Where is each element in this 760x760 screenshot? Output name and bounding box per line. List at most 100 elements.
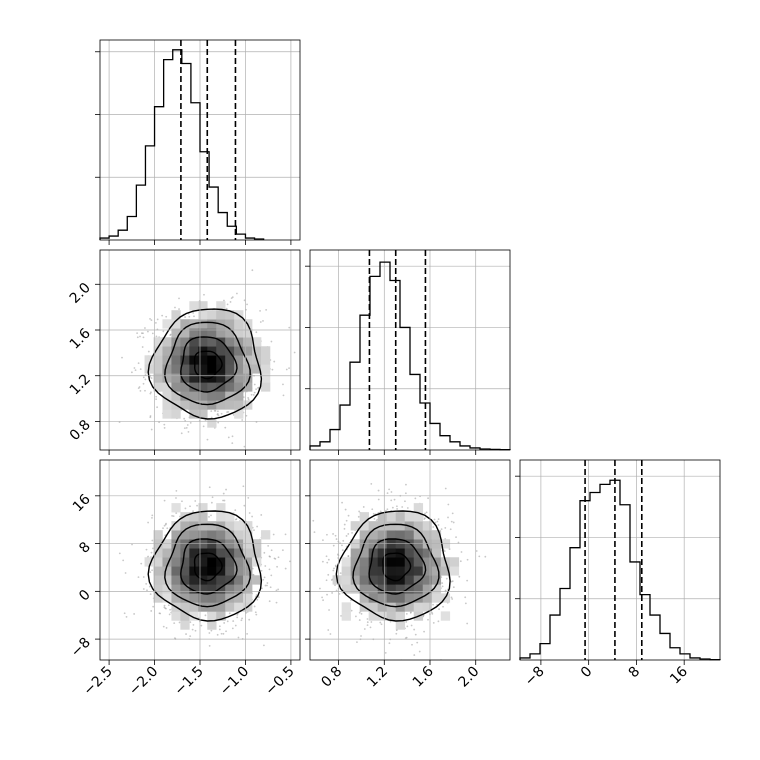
sample-point xyxy=(136,332,139,334)
sample-point xyxy=(220,412,223,415)
density-cell xyxy=(243,346,253,356)
sample-point xyxy=(165,315,168,318)
density-cell xyxy=(413,602,424,612)
sample-point xyxy=(357,515,360,518)
density-cell xyxy=(207,391,217,401)
sample-point xyxy=(263,576,266,579)
density-cell xyxy=(171,557,181,567)
density-cell xyxy=(386,530,397,540)
sample-point xyxy=(272,533,275,536)
density-cell xyxy=(386,521,397,531)
sample-point xyxy=(194,500,197,502)
sample-point xyxy=(464,596,467,599)
density-cell xyxy=(395,530,406,540)
sample-point xyxy=(452,586,455,589)
sample-point xyxy=(164,607,167,610)
sample-point xyxy=(327,558,330,561)
sample-point xyxy=(251,515,253,518)
density-cell xyxy=(243,364,253,374)
density-cell xyxy=(171,409,181,419)
pair-panel-p0-p1: 0.8 1.2 1.6 2.0 xyxy=(67,249,301,480)
sample-point xyxy=(150,377,153,379)
density-cell xyxy=(225,310,235,320)
density-cell xyxy=(180,346,190,356)
density-cell xyxy=(341,611,351,621)
density-cell xyxy=(368,593,378,603)
density-cell xyxy=(225,382,235,392)
density-cell xyxy=(189,602,199,612)
density-cell xyxy=(153,530,163,540)
density-cell xyxy=(189,337,199,347)
sample-point xyxy=(189,621,192,624)
sample-point xyxy=(243,504,246,507)
sample-point xyxy=(334,565,337,568)
sample-point xyxy=(312,519,315,522)
sample-point xyxy=(247,397,250,399)
density-cell xyxy=(180,400,190,410)
sample-point xyxy=(395,505,398,508)
sample-point xyxy=(213,409,216,412)
sample-point xyxy=(288,326,291,329)
sample-point xyxy=(285,368,288,371)
sample-point xyxy=(137,576,140,579)
density-cell xyxy=(243,557,253,567)
sample-point xyxy=(173,622,176,625)
sample-point xyxy=(410,624,413,627)
sample-point xyxy=(273,557,276,560)
density-cell xyxy=(234,355,244,365)
marginal-p0-frame xyxy=(99,39,301,241)
sample-point xyxy=(174,306,176,309)
sample-point xyxy=(231,435,234,438)
sample-point xyxy=(144,327,146,329)
sample-point xyxy=(268,600,271,603)
density-cell xyxy=(359,566,369,576)
density-cell xyxy=(234,548,244,558)
sample-point xyxy=(347,533,350,535)
density-cell xyxy=(359,557,369,567)
density-cell xyxy=(198,328,208,338)
sample-point xyxy=(358,619,361,621)
density-cell xyxy=(225,319,235,329)
density-cell xyxy=(207,400,217,410)
sample-point xyxy=(133,367,136,369)
density-cell xyxy=(377,548,388,558)
density-cell xyxy=(180,557,190,567)
sample-point xyxy=(347,514,350,517)
density-cell xyxy=(207,548,217,558)
density-cell xyxy=(153,575,163,585)
sample-point xyxy=(240,619,243,622)
density-cell xyxy=(180,337,190,347)
sample-point xyxy=(178,621,181,624)
density-cell xyxy=(422,521,433,531)
density-cell xyxy=(395,566,406,576)
sample-point xyxy=(405,636,408,639)
sample-point xyxy=(342,539,345,542)
density-cell xyxy=(234,319,244,329)
density-cell xyxy=(180,593,190,603)
sample-point xyxy=(164,523,167,526)
sample-point xyxy=(164,478,166,480)
pair-panel-p1-p2: 0.8 1.2 1.6 2.0 xyxy=(305,459,511,691)
sample-point xyxy=(154,321,157,324)
density-cell xyxy=(171,391,181,401)
density-cell xyxy=(153,364,163,374)
density-cell xyxy=(189,512,199,522)
sample-point xyxy=(414,633,417,636)
density-cell xyxy=(234,409,244,419)
density-cell xyxy=(234,400,244,410)
contour-0.5sigma xyxy=(193,552,223,582)
sample-point xyxy=(231,296,234,299)
density-cell xyxy=(216,400,226,410)
density-cell xyxy=(234,530,244,540)
density-cell xyxy=(395,548,406,558)
pair-p0-p2-ytick-label: 0 xyxy=(76,587,94,605)
sample-point xyxy=(266,582,269,584)
sample-point xyxy=(325,555,328,558)
sample-point xyxy=(162,625,165,628)
sample-point xyxy=(284,533,287,536)
sample-point xyxy=(144,389,146,392)
sample-point xyxy=(156,318,159,321)
sample-point xyxy=(390,499,393,502)
sample-point xyxy=(321,596,323,599)
